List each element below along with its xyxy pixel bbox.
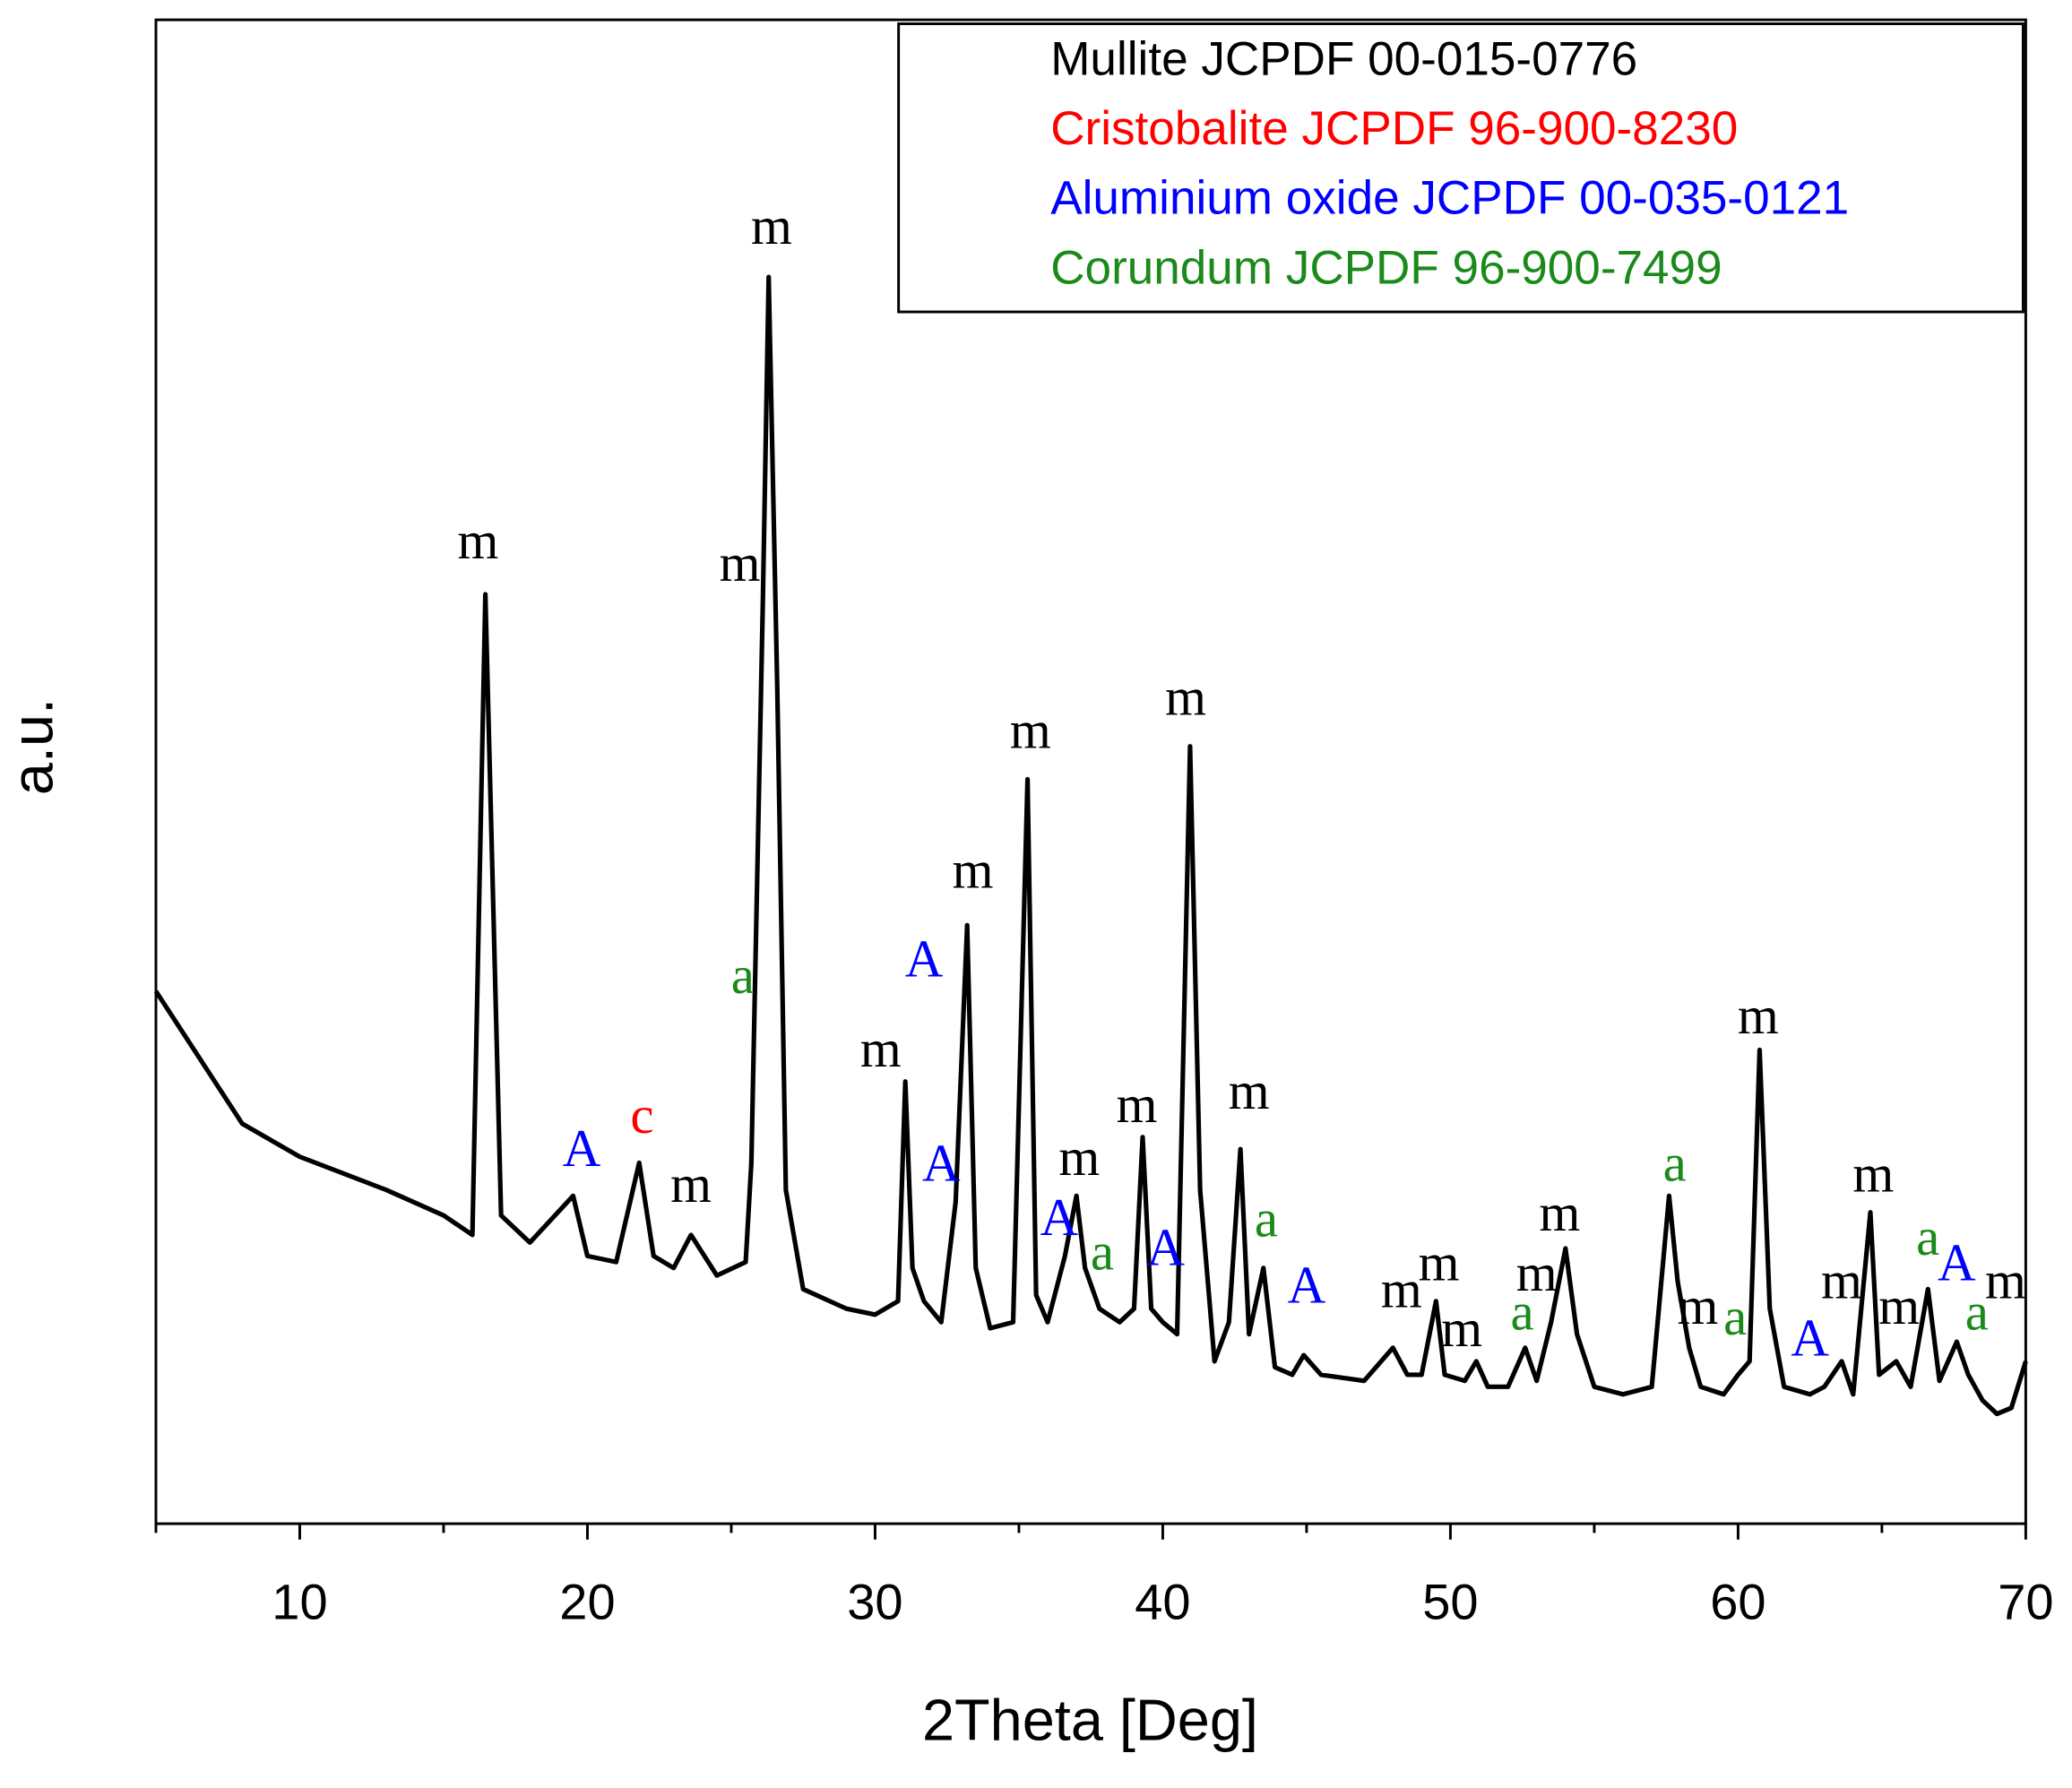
legend-entry: Cristobalite JCPDF 96-900-8230 xyxy=(1050,102,1738,155)
x-tick-label: 40 xyxy=(1135,1573,1190,1629)
x-axis-title: 2Theta [Deg] xyxy=(922,1687,1258,1752)
peak-label: m xyxy=(1878,1276,1920,1335)
peak-label: m xyxy=(670,1154,712,1214)
peak-label: m xyxy=(953,840,994,899)
peak-label: A xyxy=(1938,1232,1976,1291)
xrd-pattern xyxy=(153,274,2028,1417)
legend-entry: Mullite JCPDF 00-015-0776 xyxy=(1050,32,1637,85)
peak-label: A xyxy=(1288,1256,1326,1315)
peak-label: m xyxy=(1516,1243,1558,1302)
x-tick-label: 10 xyxy=(272,1573,327,1629)
peak-label: m xyxy=(458,511,499,570)
peak-label: m xyxy=(751,196,792,255)
peak-label: A xyxy=(922,1134,961,1193)
peak-label: A xyxy=(905,929,944,988)
x-tick-label: 50 xyxy=(1422,1573,1478,1629)
peak-label: a xyxy=(731,946,755,1005)
peak-label: A xyxy=(563,1119,601,1178)
legend-entry: Aluminium oxide JCPDF 00-035-0121 xyxy=(1050,172,1849,225)
peak-label: a xyxy=(1723,1287,1747,1346)
peak-label: m xyxy=(1678,1276,1719,1335)
peak-label: c xyxy=(630,1085,653,1144)
peak-label: a xyxy=(1091,1222,1114,1282)
peak-label: m xyxy=(1165,667,1206,726)
peak-label: m xyxy=(860,1019,902,1078)
legend-box xyxy=(897,22,2025,314)
peak-label: m xyxy=(1441,1299,1482,1358)
plot-frame xyxy=(154,18,2027,1525)
peak-label: m xyxy=(1419,1232,1460,1291)
peak-label: a xyxy=(1965,1283,1989,1342)
peak-label: m xyxy=(720,533,761,592)
x-tick-label: 30 xyxy=(847,1573,902,1629)
peak-label: m xyxy=(1539,1183,1580,1242)
peak-label: m xyxy=(1117,1075,1158,1134)
peak-label: a xyxy=(1916,1207,1939,1266)
peak-label: a xyxy=(1255,1189,1278,1248)
legend-entry: Corundum JCPDF 96-900-7499 xyxy=(1050,241,1722,294)
peak-label: A xyxy=(1040,1188,1079,1247)
peak-label: m xyxy=(1229,1061,1270,1120)
peak-label: A xyxy=(1146,1218,1185,1277)
peak-label: m xyxy=(1058,1127,1100,1187)
peak-label: m xyxy=(1381,1260,1422,1319)
peak-label: m xyxy=(1010,700,1051,759)
peak-label: a xyxy=(1663,1134,1687,1193)
peak-label: a xyxy=(1511,1283,1534,1342)
x-tick-label: 60 xyxy=(1710,1573,1766,1629)
x-tick-label: 70 xyxy=(1998,1573,2053,1629)
peak-label: m xyxy=(1821,1251,1862,1310)
peak-label: m xyxy=(1738,986,1779,1045)
peak-label: m xyxy=(1852,1144,1894,1203)
peak-label: A xyxy=(1791,1308,1829,1367)
x-tick-label: 20 xyxy=(559,1573,615,1629)
peak-label: m xyxy=(1985,1251,2026,1310)
y-axis-title: a.u. xyxy=(0,698,65,795)
